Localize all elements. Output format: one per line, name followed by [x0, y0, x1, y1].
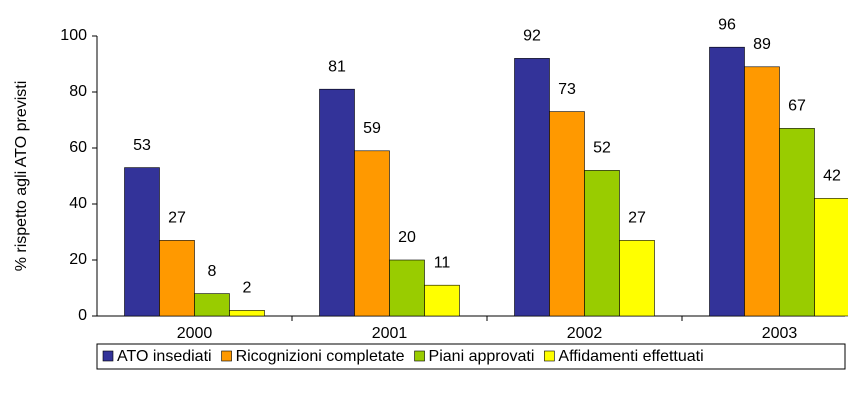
data-label: 27 [628, 210, 646, 227]
legend-swatch [221, 350, 232, 362]
legend-label: Affidamenti effettuati [558, 348, 703, 365]
bar [549, 111, 585, 317]
legend-swatch [414, 350, 425, 362]
data-label: 20 [398, 229, 416, 246]
bar [584, 170, 620, 317]
data-label: 96 [718, 16, 736, 33]
data-label: 67 [788, 98, 806, 115]
data-label: 92 [523, 28, 541, 45]
bar [709, 46, 745, 317]
bar [389, 259, 425, 317]
x-tick-label: 2000 [177, 325, 213, 342]
bar [319, 88, 355, 317]
bar [124, 167, 160, 317]
legend-label: Ricognizioni completate [236, 348, 405, 365]
y-tick-label: 20 [69, 251, 87, 268]
bar [814, 198, 848, 317]
data-label: 81 [328, 58, 346, 75]
data-label: 8 [208, 263, 217, 280]
legend-box [96, 343, 846, 370]
bar [514, 58, 550, 317]
bar [779, 128, 815, 317]
legend-swatch [544, 350, 555, 362]
data-label: 53 [133, 137, 151, 154]
data-label: 73 [558, 81, 576, 98]
data-label: 11 [434, 254, 451, 271]
bar [194, 293, 230, 317]
data-label: 52 [593, 140, 611, 157]
x-tick-label: 2002 [567, 325, 603, 342]
y-tick-label: 40 [69, 195, 87, 212]
bar [744, 66, 780, 317]
y-axis-label: % rispetto agli ATO previsti [13, 81, 30, 272]
x-tick-label: 2003 [762, 325, 798, 342]
legend-label: Piani approvati [429, 348, 535, 365]
bar [424, 284, 460, 317]
bar [354, 150, 390, 317]
y-tick-label: 60 [69, 139, 87, 156]
x-tick-label: 2001 [372, 325, 408, 342]
data-label: 42 [823, 168, 841, 185]
data-label: 27 [168, 210, 186, 227]
legend-swatch [102, 350, 114, 362]
y-tick-label: 0 [78, 307, 87, 324]
bar [619, 240, 655, 317]
y-tick-label: 80 [69, 83, 87, 100]
bar [229, 310, 265, 317]
y-tick-label: 100 [60, 27, 87, 44]
legend-label: ATO insediati [117, 348, 212, 365]
data-label: 2 [243, 280, 252, 297]
bar [159, 240, 195, 317]
data-label: 89 [753, 36, 771, 53]
data-label: 59 [363, 120, 381, 137]
